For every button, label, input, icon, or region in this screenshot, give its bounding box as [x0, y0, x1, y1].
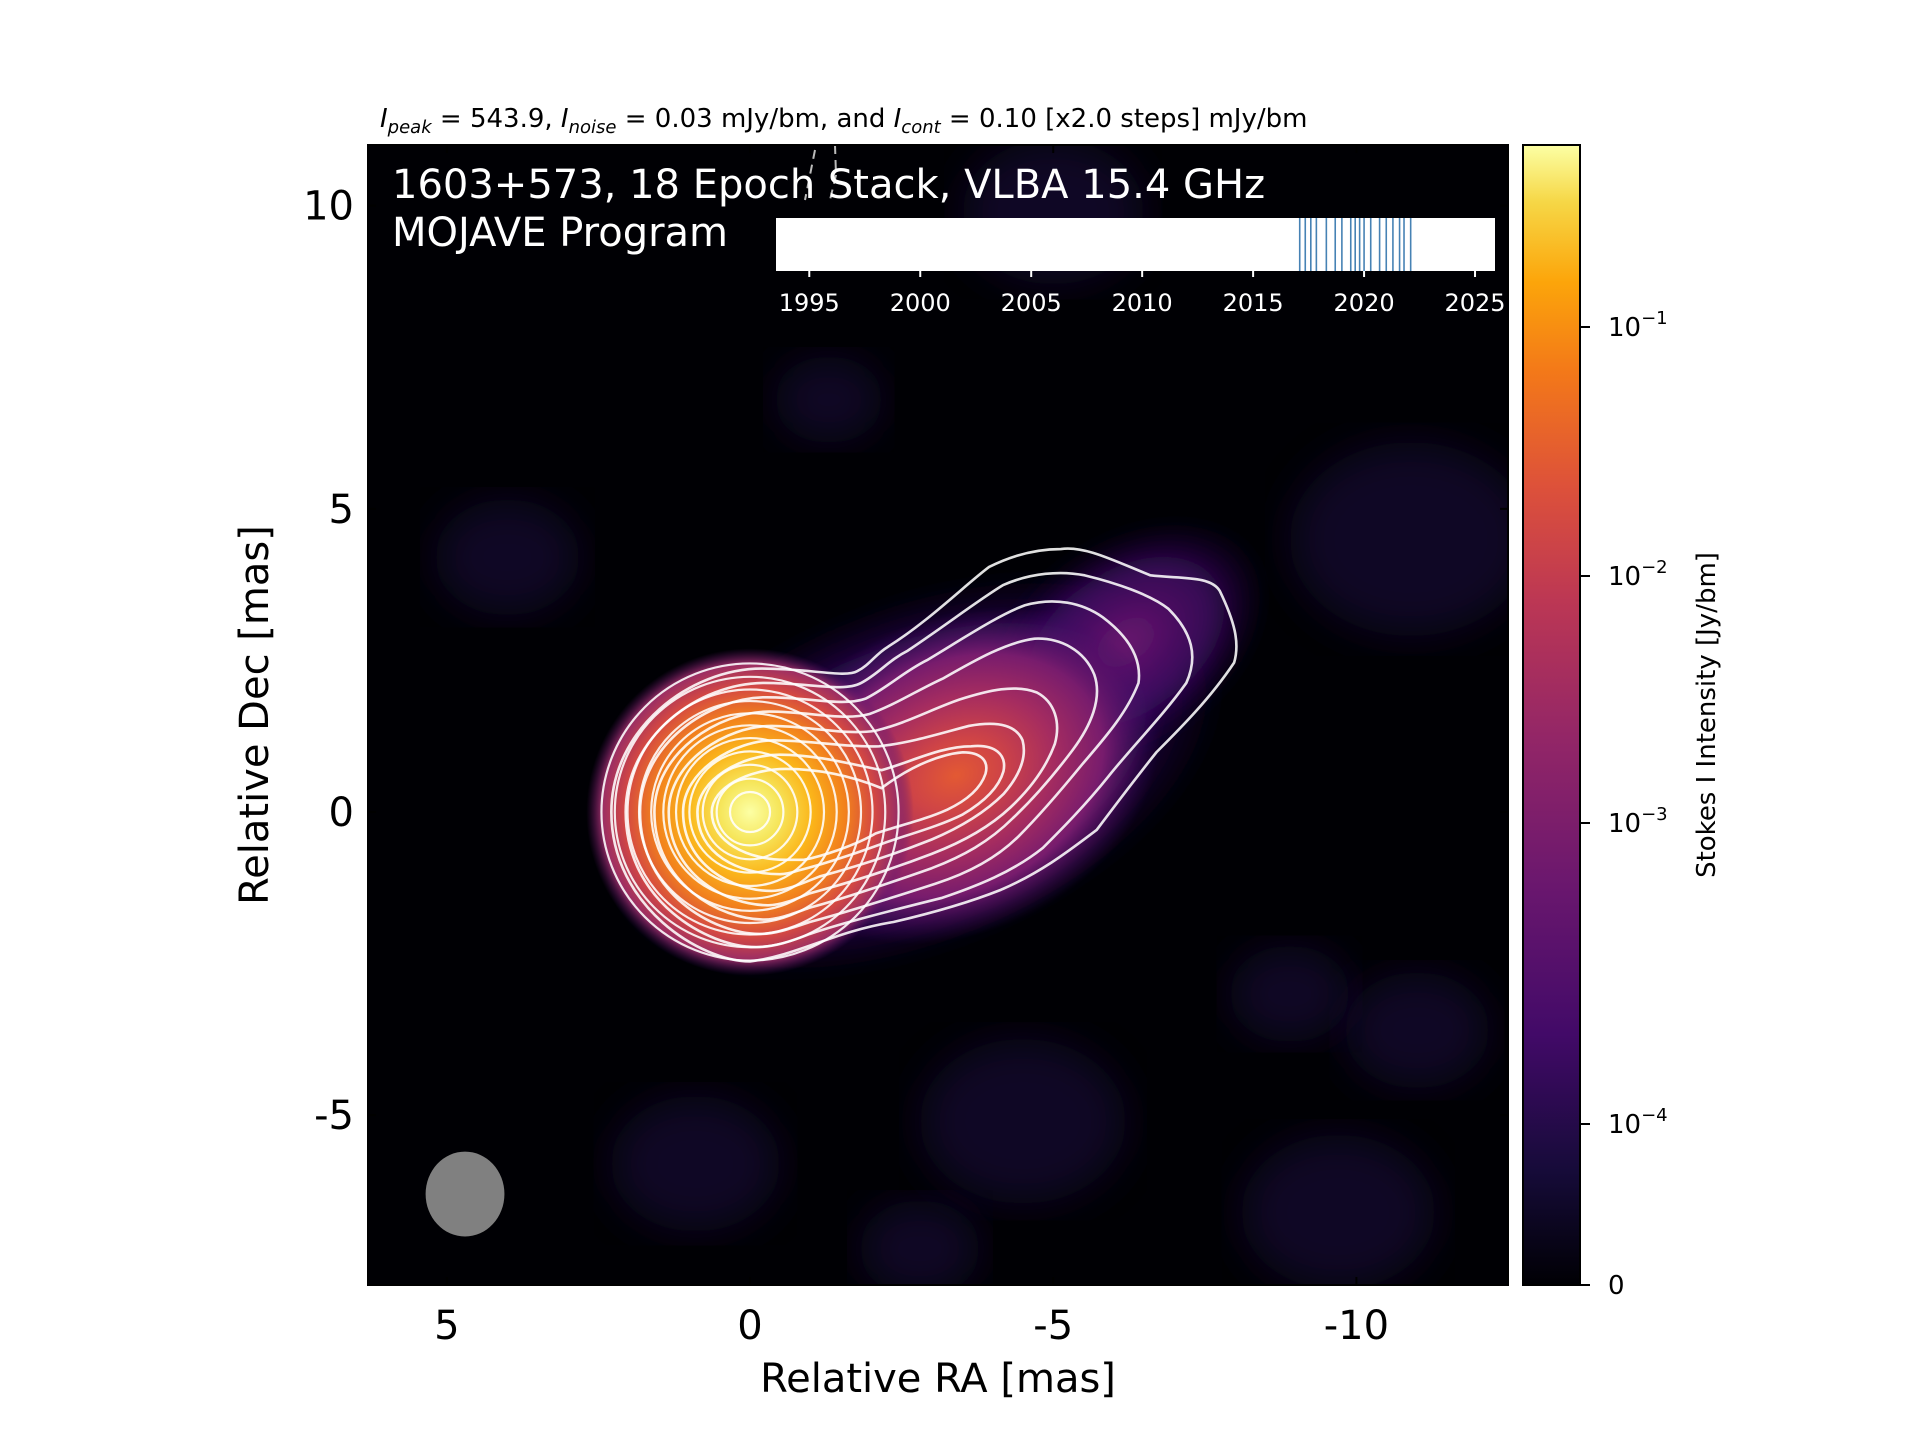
colorbar-tick-label: 10−4	[1608, 1105, 1668, 1140]
i-peak-subscript: peak	[387, 117, 434, 138]
timeline-panel	[776, 218, 1495, 271]
beam-ellipse	[425, 1151, 505, 1237]
jet-contour	[638, 600, 1141, 936]
timeline-tick-label: 1995	[779, 289, 840, 317]
y-axis-label: Relative Dec [mas]	[232, 525, 278, 905]
overlay-title-line2: MOJAVE Program	[392, 210, 728, 256]
i-noise-symbol: I	[561, 104, 569, 134]
colorbar-tick-label: 0	[1608, 1271, 1625, 1301]
jet-contour	[653, 637, 1099, 921]
header-title: Ipeak = 543.9, Inoise = 0.03 mJy/bm, and…	[380, 104, 1307, 138]
noise-patch	[919, 1038, 1126, 1204]
jet-contour	[610, 547, 1238, 963]
overlay-title-line1: 1603+573, 18 Epoch Stack, VLBA 15.4 GHz	[392, 162, 1265, 208]
i-peak-text: = 543.9,	[432, 104, 561, 134]
colorbar-tick-label: 10−2	[1608, 557, 1668, 592]
epoch-timeline: 1995 2000 2005 2010 2015 2020 2025	[776, 218, 1506, 317]
i-peak-symbol: I	[380, 104, 388, 134]
timeline-tick-label: 2000	[890, 289, 951, 317]
i-noise-text: = 0.03 mJy/bm, and	[616, 104, 893, 134]
timeline-tick-label: 2020	[1334, 289, 1395, 317]
colorbar-ticks: 10−1 10−2 10−3 10−4 0	[1580, 308, 1668, 1301]
core-contour	[728, 790, 772, 834]
jet-contour	[710, 750, 988, 862]
jet-contour	[681, 722, 1026, 893]
timeline-tick-label: 2010	[1112, 289, 1173, 317]
core-contour	[674, 736, 826, 888]
colorbar-frame	[1522, 144, 1581, 1286]
noise-patch	[1241, 1134, 1436, 1285]
timeline-tick-label: 2015	[1223, 289, 1284, 317]
emission-layer	[434, 145, 1508, 1285]
y-tick-label: -5	[314, 1093, 354, 1139]
noise-patch	[774, 356, 884, 444]
core-contour	[701, 763, 799, 861]
timeline-dash-right	[829, 145, 838, 201]
x-axis-label: Relative RA [mas]	[760, 1356, 1116, 1402]
noise-patch	[1344, 972, 1490, 1089]
x-tick-label: -5	[1033, 1303, 1073, 1349]
intensity-map: 1603+573, 18 Epoch Stack, VLBA 15.4 GHz …	[368, 145, 1508, 1285]
timeline-tick-label: 2005	[1001, 289, 1062, 317]
i-cont-text: = 0.10 [x2.0 steps] mJy/bm	[941, 104, 1308, 134]
noise-patch	[1229, 945, 1351, 1043]
noise-patch	[1289, 442, 1508, 637]
y-tick-label: 5	[329, 487, 354, 533]
contour-layer	[600, 547, 1238, 963]
colorbar-label: Stokes I Intensity [Jy/bm]	[1692, 552, 1722, 878]
timeline-dash-left	[804, 149, 816, 201]
x-tick-label: 0	[737, 1303, 762, 1349]
map-axes: 5 0 -5 -10 10 5 0 -5	[303, 145, 1508, 1349]
core-contour	[715, 777, 785, 847]
x-tick-label: 5	[434, 1303, 459, 1349]
core-contour	[688, 750, 812, 874]
timeline-tick-label: 2025	[1444, 289, 1505, 317]
colorbar-tick-label: 10−1	[1608, 308, 1668, 343]
colorbar-gradient	[1523, 145, 1580, 1285]
jet-contour	[667, 687, 1059, 907]
x-tick-label: -10	[1324, 1303, 1389, 1349]
i-noise-subscript: noise	[569, 117, 617, 138]
plot-frame	[367, 144, 1509, 1286]
y-tick-label: 10	[303, 184, 354, 230]
noise-patch	[610, 1095, 781, 1232]
jet-contour	[696, 744, 1006, 876]
noise-patch	[434, 499, 581, 616]
core-contour	[662, 724, 838, 900]
jet-contour	[624, 571, 1194, 949]
i-cont-subscript: cont	[901, 117, 941, 138]
timeline-dashed-guide	[804, 145, 838, 201]
noise-patch	[859, 1200, 981, 1285]
y-tick-label: 0	[329, 790, 354, 836]
i-cont-symbol: I	[894, 104, 902, 134]
colorbar-tick-label: 10−3	[1608, 804, 1668, 839]
